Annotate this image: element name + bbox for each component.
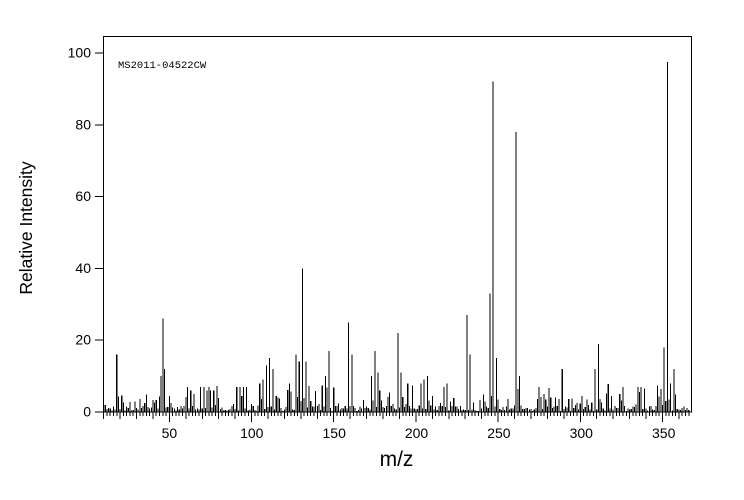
svg-text:0: 0 bbox=[83, 404, 91, 420]
svg-text:100: 100 bbox=[240, 425, 264, 441]
svg-text:40: 40 bbox=[75, 260, 91, 276]
svg-text:100: 100 bbox=[68, 45, 92, 61]
svg-text:250: 250 bbox=[487, 425, 511, 441]
svg-text:MS2011-04522CW: MS2011-04522CW bbox=[118, 60, 207, 72]
svg-text:m/z: m/z bbox=[380, 448, 414, 471]
svg-text:60: 60 bbox=[75, 188, 91, 204]
svg-text:20: 20 bbox=[75, 332, 91, 348]
svg-text:150: 150 bbox=[323, 425, 347, 441]
svg-text:50: 50 bbox=[162, 425, 178, 441]
svg-text:300: 300 bbox=[570, 425, 594, 441]
svg-text:200: 200 bbox=[405, 425, 429, 441]
svg-text:80: 80 bbox=[75, 116, 91, 132]
svg-text:Relative Intensity: Relative Intensity bbox=[16, 161, 36, 295]
svg-text:350: 350 bbox=[652, 425, 676, 441]
